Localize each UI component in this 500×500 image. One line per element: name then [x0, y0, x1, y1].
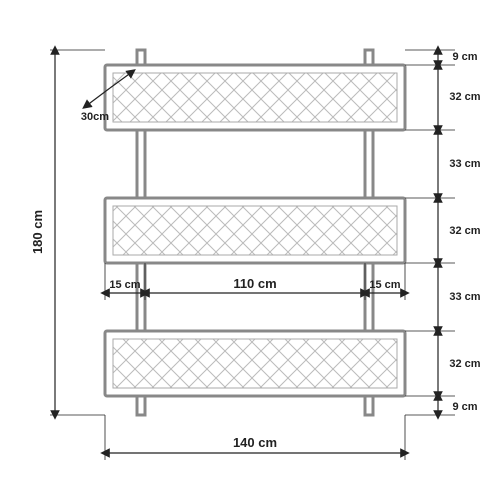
width-label: 140 cm: [233, 435, 277, 450]
r6: 32 cm: [449, 358, 480, 370]
inset-left-label: 15 cm: [109, 279, 140, 291]
r1: 9 cm: [452, 51, 477, 63]
shelf-3: [105, 331, 405, 396]
r4: 32 cm: [449, 225, 480, 237]
drawing-svg: 30cm 180 cm 9 cm 32 cm 33 cm 32 cm 33 cm…: [0, 0, 500, 500]
dim-overall-height: 180 cm: [30, 50, 105, 415]
shelf-2: [105, 198, 405, 263]
inset-right-label: 15 cm: [369, 279, 400, 291]
dim-overall-width: 140 cm: [105, 415, 405, 460]
r7: 9 cm: [452, 401, 477, 413]
r3: 33 cm: [449, 158, 480, 170]
r5: 33 cm: [449, 291, 480, 303]
height-label: 180 cm: [30, 210, 45, 254]
dim-right-stack: 9 cm 32 cm 33 cm 32 cm 33 cm 32 cm 9 cm: [405, 50, 481, 415]
shelf-1: [105, 65, 405, 130]
r2: 32 cm: [449, 91, 480, 103]
depth-label: 30cm: [81, 111, 109, 123]
dimension-drawing: 30cm 180 cm 9 cm 32 cm 33 cm 32 cm 33 cm…: [0, 0, 500, 500]
dim-inner-width: 15 cm 110 cm 15 cm: [105, 263, 405, 300]
inner-width-label: 110 cm: [233, 276, 276, 291]
